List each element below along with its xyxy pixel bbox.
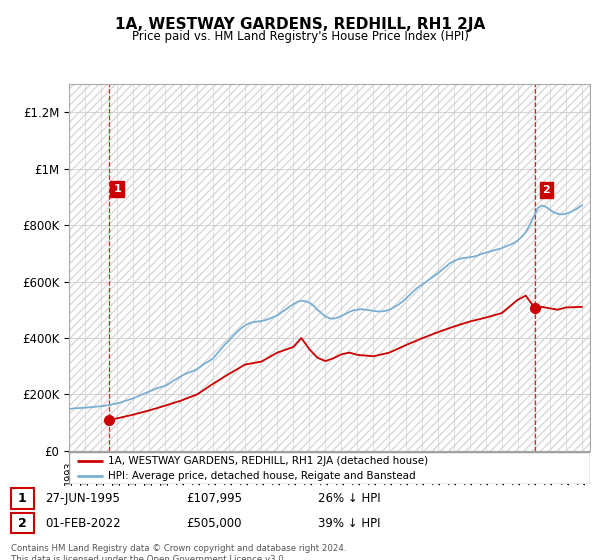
Text: 2: 2 <box>18 517 26 530</box>
Text: 1: 1 <box>18 492 26 505</box>
FancyBboxPatch shape <box>11 513 34 534</box>
FancyBboxPatch shape <box>69 452 590 484</box>
Text: 2: 2 <box>542 185 550 195</box>
Text: 26% ↓ HPI: 26% ↓ HPI <box>318 492 380 505</box>
Text: 1A, WESTWAY GARDENS, REDHILL, RH1 2JA: 1A, WESTWAY GARDENS, REDHILL, RH1 2JA <box>115 17 485 32</box>
Text: Contains HM Land Registry data © Crown copyright and database right 2024.
This d: Contains HM Land Registry data © Crown c… <box>11 544 346 560</box>
Text: Price paid vs. HM Land Registry's House Price Index (HPI): Price paid vs. HM Land Registry's House … <box>131 30 469 43</box>
Text: 01-FEB-2022: 01-FEB-2022 <box>45 517 121 530</box>
FancyBboxPatch shape <box>11 488 34 508</box>
Text: 39% ↓ HPI: 39% ↓ HPI <box>318 517 380 530</box>
Text: £107,995: £107,995 <box>186 492 242 505</box>
Text: HPI: Average price, detached house, Reigate and Banstead: HPI: Average price, detached house, Reig… <box>108 472 416 481</box>
Text: 1A, WESTWAY GARDENS, REDHILL, RH1 2JA (detached house): 1A, WESTWAY GARDENS, REDHILL, RH1 2JA (d… <box>108 456 428 466</box>
Text: £505,000: £505,000 <box>186 517 241 530</box>
Text: 1: 1 <box>113 184 121 194</box>
Text: 27-JUN-1995: 27-JUN-1995 <box>45 492 120 505</box>
